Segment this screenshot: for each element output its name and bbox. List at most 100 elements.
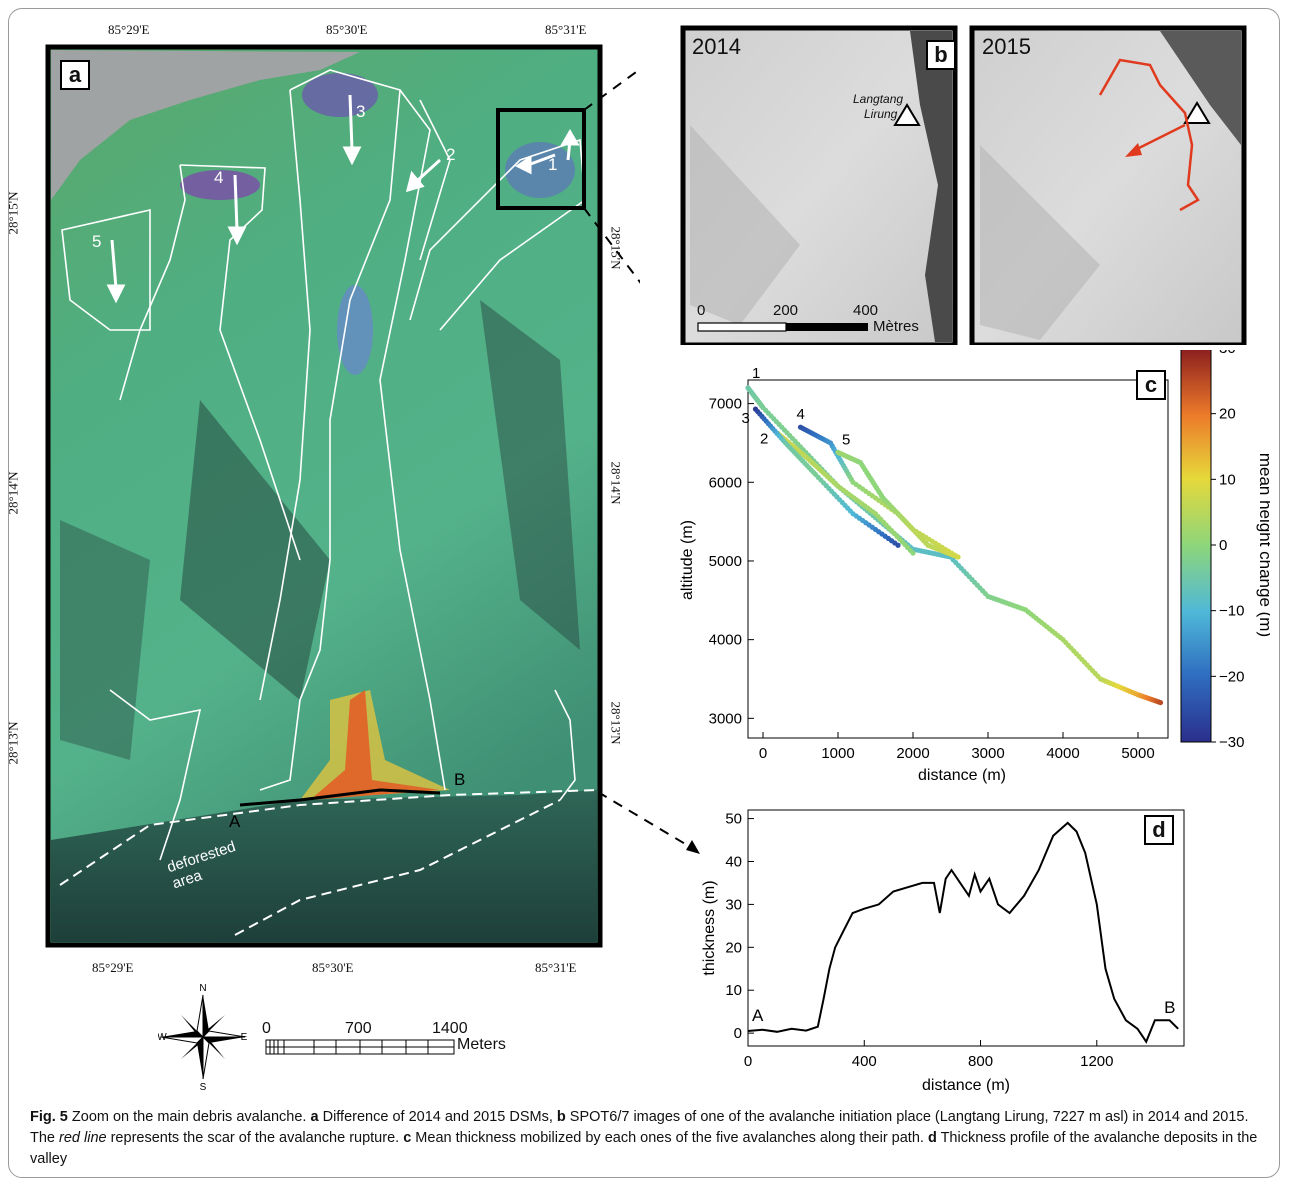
peak-marker-2015: [1183, 101, 1211, 124]
dark-ridge-2015: [1160, 31, 1241, 145]
left-tick: 28°14'N: [5, 471, 21, 515]
flow-arrows: [106, 94, 580, 304]
plot-area-d: [747, 809, 1185, 1047]
profile-line: [239, 788, 441, 807]
figure-frame: [8, 8, 1280, 1178]
y-tick-label: 7000: [709, 396, 742, 413]
image-scale-tick: 400: [853, 302, 879, 319]
deposit-core: [310, 690, 440, 800]
y-tick-label: 0: [734, 1025, 742, 1042]
x-tick-label: 2000: [896, 745, 929, 762]
x-tick-label: 800: [968, 1053, 993, 1070]
connector-arrow: [597, 791, 700, 854]
y-tick-label: 30: [725, 896, 742, 913]
y-tick-label: 4000: [709, 632, 742, 649]
avalanche-outlines: [61, 69, 586, 861]
top-tick: 85°31'E: [545, 22, 587, 37]
x-tick-label: 3000: [971, 745, 1004, 762]
x-axis-label-c: distance (m): [918, 767, 1006, 784]
profile-annotation-b: B: [1164, 998, 1175, 1017]
bottom-tick: 85°30'E: [312, 960, 354, 975]
x-tick-label: 5000: [1121, 745, 1154, 762]
altitude-profile-chart: 0 1000 2000 3000 4000 5000 3000 4000 5000 6000 700…: [679, 350, 1270, 784]
figure-label: Fig. 5: [30, 1109, 68, 1125]
loss-patch: [180, 170, 260, 200]
x-tick-label: 0: [744, 1053, 752, 1070]
scale-tick: 700: [345, 1020, 372, 1037]
avalanche-label: 5: [92, 232, 102, 251]
image-scale-tick: 0: [697, 302, 706, 319]
x-tick-label: 1200: [1080, 1053, 1113, 1070]
caption-red-line: red line: [59, 1130, 107, 1146]
caption-ref-b: b: [556, 1109, 566, 1125]
map-scale-bar: [265, 1039, 455, 1055]
right-tick: 28°15'N: [608, 226, 624, 270]
left-tick: 28°15'N: [5, 191, 21, 235]
bottom-tick: 85°31'E: [535, 960, 577, 975]
colorbar-tick-label: −10: [1219, 603, 1244, 620]
year-2015: 2015: [982, 34, 1031, 59]
shadow-region: [180, 400, 330, 700]
shadow-region: [60, 520, 150, 760]
colorbar-ticks: 30 20 10 0 −10 −20 −30: [1211, 350, 1244, 751]
series-label: 1: [752, 365, 760, 382]
panel-letter-d: d: [1144, 815, 1174, 845]
series-label: 5: [842, 431, 850, 448]
scale-tick: 0: [262, 1020, 271, 1037]
shadow-region: [480, 300, 580, 650]
panel-letter-a: a: [60, 60, 90, 90]
satellite-images: [680, 25, 1247, 345]
y-tick-label: 40: [725, 853, 742, 870]
caption-ref-a: a: [310, 1109, 319, 1125]
y-tick-label: 5000: [709, 553, 742, 570]
compass-s: S: [200, 1082, 207, 1092]
peak-marker-2014: [893, 103, 921, 126]
avalanche-label: 2: [446, 145, 456, 164]
rupture-scar-line: [1098, 58, 1200, 212]
caption-text: SPOT6/7 images of one of the avalanche i…: [30, 1109, 1249, 1146]
right-tick: 28°14'N: [608, 461, 624, 505]
series-1-point: [1157, 699, 1164, 706]
y-tick-label: 3000: [709, 710, 742, 727]
x-tick-label: 400: [852, 1053, 877, 1070]
data-points-c: 123 45: [742, 365, 1164, 706]
deposit-area: [300, 690, 450, 800]
loss-patch: [302, 73, 378, 117]
series-5-point: [955, 554, 961, 560]
figure-caption: Fig. 5 Zoom on the main debris avalanche…: [30, 1107, 1262, 1170]
caption-text: Mean thickness mobilized by each ones of…: [411, 1130, 928, 1146]
inset-box: [496, 108, 586, 210]
caption-text: Difference of 2014 and 2015 DSMs,: [318, 1109, 557, 1125]
colorbar: [1180, 350, 1212, 743]
year-2014: 2014: [692, 34, 741, 59]
colorbar-label: mean height change (m): [1256, 453, 1270, 637]
panel-letter-c: c: [1136, 370, 1166, 400]
top-tick: 85°30'E: [326, 22, 368, 37]
series-label: 3: [742, 410, 750, 427]
compass-rose: N S E W: [158, 983, 248, 1092]
x-tick-label: 0: [759, 745, 767, 762]
colorbar-tick-label: 20: [1219, 406, 1236, 423]
loss-patch: [505, 142, 575, 198]
deforested-boundary: [59, 789, 598, 886]
scale-tick: 1400: [432, 1020, 468, 1037]
right-tick: 28°13'N: [608, 701, 624, 745]
x-axis-label-d: distance (m): [922, 1077, 1010, 1094]
series-2-point: [910, 550, 916, 556]
left-tick: 28°13'N: [5, 721, 21, 765]
arrow-head: [1125, 143, 1142, 157]
avalanche-label: 1: [548, 155, 558, 174]
valley-area: [51, 790, 597, 942]
scale-unit: Meters: [457, 1036, 506, 1053]
shaded-slope: [690, 125, 800, 325]
y-axis-label-c: altitude (m): [679, 520, 696, 600]
image-scale-tick: 200: [773, 302, 799, 319]
thickness-line: [747, 821, 1179, 1044]
peak-name-line1: Langtang: [853, 92, 904, 106]
caption-text: Zoom on the main debris avalanche.: [67, 1109, 311, 1125]
compass-w: W: [158, 1032, 167, 1043]
x-tick-label: 4000: [1046, 745, 1079, 762]
colorbar-tick-label: −30: [1219, 734, 1244, 751]
sky-area: [51, 50, 360, 200]
loss-patch: [337, 285, 373, 375]
